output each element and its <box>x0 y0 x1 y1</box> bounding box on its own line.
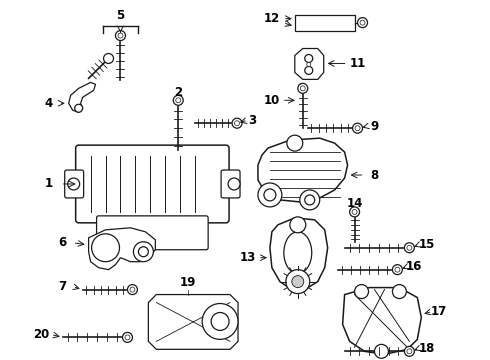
Circle shape <box>305 195 315 205</box>
Text: 15: 15 <box>419 238 436 251</box>
Circle shape <box>358 18 368 28</box>
Circle shape <box>74 104 83 112</box>
Circle shape <box>258 183 282 207</box>
Circle shape <box>125 335 130 340</box>
Circle shape <box>235 121 240 126</box>
FancyBboxPatch shape <box>97 216 208 250</box>
Text: 9: 9 <box>370 120 379 133</box>
Circle shape <box>305 54 313 62</box>
Circle shape <box>232 118 242 128</box>
Circle shape <box>374 345 389 358</box>
Text: 17: 17 <box>431 305 447 318</box>
Circle shape <box>300 86 305 91</box>
Circle shape <box>407 245 412 250</box>
FancyBboxPatch shape <box>65 170 84 198</box>
Circle shape <box>130 287 135 292</box>
Circle shape <box>138 247 148 257</box>
Circle shape <box>127 285 137 294</box>
Circle shape <box>307 62 311 67</box>
Circle shape <box>122 332 132 342</box>
Polygon shape <box>295 49 324 80</box>
Polygon shape <box>343 288 421 354</box>
Circle shape <box>202 303 238 339</box>
Text: 20: 20 <box>33 328 49 341</box>
Circle shape <box>286 270 310 293</box>
Circle shape <box>228 178 240 190</box>
Ellipse shape <box>284 232 312 274</box>
Polygon shape <box>148 294 238 349</box>
Circle shape <box>264 189 276 201</box>
Text: 13: 13 <box>240 251 256 264</box>
Circle shape <box>404 346 415 356</box>
Circle shape <box>118 33 123 38</box>
Circle shape <box>290 217 306 233</box>
Circle shape <box>176 98 181 103</box>
Circle shape <box>287 135 303 151</box>
Circle shape <box>392 265 402 275</box>
Circle shape <box>68 178 80 190</box>
Circle shape <box>355 285 368 298</box>
Circle shape <box>103 54 114 63</box>
Circle shape <box>92 234 120 262</box>
Circle shape <box>404 243 415 253</box>
Text: 18: 18 <box>419 342 436 355</box>
Text: 7: 7 <box>59 280 67 293</box>
Circle shape <box>300 190 319 210</box>
FancyBboxPatch shape <box>221 170 240 198</box>
Polygon shape <box>89 228 155 270</box>
Text: 5: 5 <box>116 9 124 22</box>
Polygon shape <box>270 218 328 289</box>
Polygon shape <box>258 138 347 202</box>
Circle shape <box>305 67 313 75</box>
Text: 16: 16 <box>406 260 422 273</box>
Circle shape <box>133 242 153 262</box>
Circle shape <box>407 349 412 354</box>
Circle shape <box>353 123 363 133</box>
Polygon shape <box>69 82 96 112</box>
Circle shape <box>395 267 400 272</box>
Circle shape <box>292 276 304 288</box>
Circle shape <box>211 312 229 330</box>
Text: 14: 14 <box>346 197 363 210</box>
Circle shape <box>298 84 308 93</box>
Text: 8: 8 <box>370 168 379 181</box>
Text: 11: 11 <box>349 57 366 70</box>
Text: 1: 1 <box>45 177 53 190</box>
Text: 3: 3 <box>248 114 256 127</box>
Circle shape <box>392 285 406 298</box>
FancyBboxPatch shape <box>75 145 229 223</box>
Circle shape <box>116 31 125 41</box>
Text: 4: 4 <box>45 97 53 110</box>
Circle shape <box>173 95 183 105</box>
Text: 12: 12 <box>264 12 280 25</box>
Circle shape <box>349 207 360 217</box>
Circle shape <box>355 126 360 131</box>
Text: 10: 10 <box>264 94 280 107</box>
Bar <box>295 15 355 31</box>
Text: 2: 2 <box>174 86 182 99</box>
Text: 6: 6 <box>59 236 67 249</box>
Circle shape <box>352 210 357 214</box>
Text: 19: 19 <box>180 276 196 289</box>
Circle shape <box>360 20 365 25</box>
